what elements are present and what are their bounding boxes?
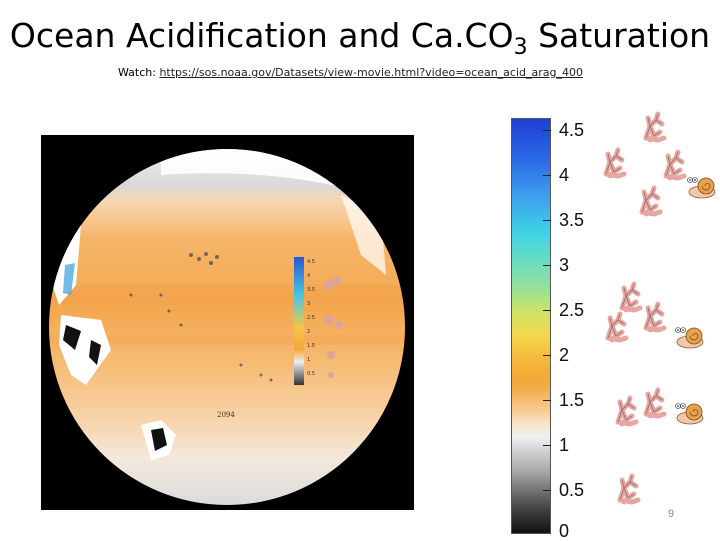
slide-title: Ocean Acidification and Ca.CO3 Saturatio… — [0, 14, 720, 60]
watch-line: Watch: https://sos.noaa.gov/Datasets/vie… — [118, 66, 583, 79]
ocean-globe — [49, 149, 405, 505]
colorbar-tick-label: 0 — [559, 521, 570, 541]
colorbar-tick-label: 2 — [559, 345, 570, 365]
colorbar-tick — [543, 490, 551, 491]
colorbar-tick — [543, 355, 551, 356]
title-text: Ocean Acidification and Ca.CO — [9, 16, 514, 55]
colorbar-tick-label: 2.5 — [559, 300, 585, 320]
colorbar-tick — [543, 400, 551, 401]
inset-coral-icons — [324, 277, 343, 378]
coral-icon — [622, 284, 640, 310]
title-subscript: 3 — [513, 35, 528, 60]
colorbar-tick — [543, 175, 551, 176]
colorbar-tick-label: 3 — [559, 255, 570, 275]
colorbar-tick — [543, 445, 551, 446]
inset-tick-label: 4 — [307, 273, 310, 279]
colorbar-tick-label: 1.5 — [559, 390, 585, 410]
coral-snail-illustrations — [598, 110, 720, 510]
inset-tick-label: 2 — [307, 329, 310, 335]
colorbar-tick-label: 4 — [559, 165, 570, 185]
inset-tick-label: 3 — [307, 301, 310, 307]
coral-icon — [618, 398, 636, 424]
year-label: 2094 — [217, 411, 235, 419]
coral-icon — [646, 304, 664, 330]
video-link[interactable]: https://sos.noaa.gov/Datasets/view-movie… — [159, 66, 583, 79]
coral-icon — [646, 390, 664, 416]
page-number: 9 — [668, 508, 675, 520]
inset-tick-labels: 4.5 4 3.5 3 2.5 2 1.5 1 0.5 — [307, 259, 315, 377]
colorbar-tick-label: 4.5 — [559, 120, 585, 140]
colorbar-tick — [543, 310, 551, 311]
coral-icon — [608, 314, 626, 340]
globe-map: 4.5 4 3.5 3 2.5 2 1.5 1 0.5 2094 — [41, 135, 414, 510]
coral-group-weak — [618, 390, 704, 425]
title-text-end: Saturation — [527, 16, 711, 55]
inset-tick-label: 2.5 — [307, 315, 315, 321]
inset-tick-label: 1.5 — [307, 343, 315, 349]
inset-tick-label: 4.5 — [307, 259, 315, 265]
coral-group-dissolving — [620, 476, 638, 502]
coral-icon — [606, 150, 624, 176]
coral-icon — [642, 188, 660, 214]
snail-icon — [675, 403, 704, 425]
globe-map-graphic: 4.5 4 3.5 3 2.5 2 1.5 1 0.5 2094 — [49, 149, 405, 505]
colorbar-tick — [543, 130, 551, 131]
coral-group-stressed — [608, 284, 704, 349]
inset-tick-label: 1 — [307, 357, 310, 363]
colorbar-tick-label: 3.5 — [559, 210, 585, 230]
colorbar-tick — [543, 265, 551, 266]
snail-icon — [675, 327, 704, 349]
coral-icon — [666, 152, 684, 178]
coral-icon — [646, 114, 664, 140]
colorbar-gradient — [511, 118, 551, 534]
inset-colorbar — [294, 257, 304, 385]
inset-tick-label: 3.5 — [307, 287, 315, 293]
colorbar-tick-label: 0.5 — [559, 480, 585, 500]
watch-label: Watch: — [118, 66, 160, 79]
inset-tick-label: 0.5 — [307, 371, 315, 377]
saturation-colorbar — [508, 116, 552, 534]
coral-icon — [620, 476, 638, 502]
snail-icon — [687, 177, 716, 199]
colorbar-tick — [543, 220, 551, 221]
north-land — [161, 149, 391, 205]
colorbar-tick-label: 1 — [559, 435, 570, 455]
coral-group-healthy — [606, 114, 716, 214]
